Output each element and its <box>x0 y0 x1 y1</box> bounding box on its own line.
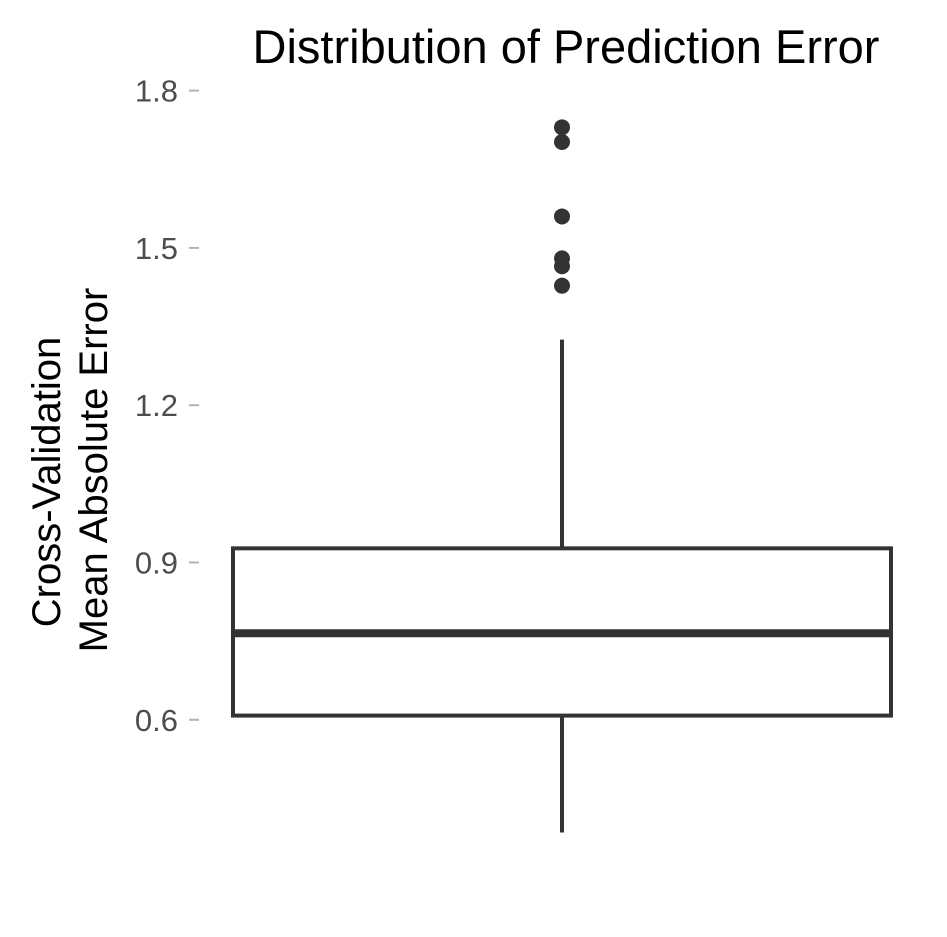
y-tick-label: 1.8 <box>135 74 178 109</box>
y-tick-label: 1.2 <box>135 388 178 423</box>
outlier-point <box>554 250 570 267</box>
y-tick-label: 0.6 <box>135 703 178 738</box>
outlier-point <box>554 208 570 225</box>
chart-title: Distribution of Prediction Error <box>253 20 880 73</box>
y-axis-label-line-1: Cross-Validation <box>25 337 69 628</box>
y-axis-label: Cross-Validation Mean Absolute Error <box>25 288 116 653</box>
y-axis: 0.6 0.9 1.2 1.5 1.8 <box>135 74 199 738</box>
y-tick-label: 1.5 <box>135 231 178 266</box>
outlier-point <box>554 134 570 151</box>
y-tick-label: 0.9 <box>135 545 178 580</box>
plot-area <box>231 119 893 833</box>
outlier-point <box>554 119 570 136</box>
outlier-point <box>554 277 570 294</box>
y-axis-label-line-2: Mean Absolute Error <box>72 288 116 653</box>
